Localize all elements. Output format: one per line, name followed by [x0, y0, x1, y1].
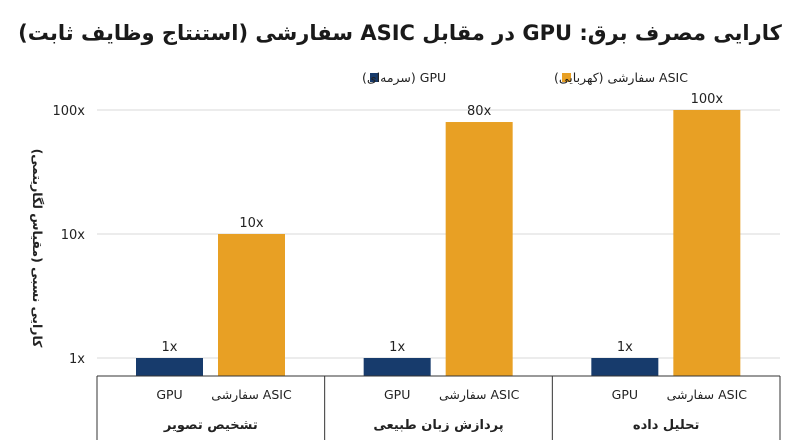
bar-asic [218, 234, 285, 376]
data-label: 1x [162, 340, 178, 355]
x-axis: GPU ASIC سفارشی تشخیص تصویر GPU ASIC سفارشی پ… [96, 375, 781, 440]
chart-title: کارایی مصرف برق: GPU در مقابل ASIC سفارش… [18, 21, 782, 46]
legend-label: ASIC سفارشی (کهربایی) [554, 70, 688, 86]
y-tick-label: 10x [61, 228, 86, 243]
data-label: 1x [617, 340, 633, 355]
data-label: 10x [239, 216, 264, 231]
bar-asic [673, 110, 741, 376]
y-axis-ticks: 1x 10x 100x [52, 104, 85, 367]
y-tick-label: 1x [69, 352, 85, 367]
x-category-label: ASIC سفارشی [439, 387, 520, 403]
data-label: 1x [389, 340, 405, 355]
x-category-label: ASIC سفارشی [667, 387, 748, 403]
data-label: 100x [691, 92, 724, 107]
y-tick-label: 100x [52, 104, 85, 119]
data-label: 80x [467, 104, 492, 119]
x-category-label: GPU [612, 387, 638, 402]
bar-gpu [591, 358, 659, 376]
legend-label: GPU (سرمه‌ای) [362, 70, 446, 86]
data-labels: 1x 10x 1x 80x 1x 100x [162, 92, 724, 355]
x-group-label: تحلیل داده [633, 418, 699, 433]
x-group-label: پردازش زبان طبیعی [373, 418, 503, 433]
legend: GPU (سرمه‌ای) ASIC سفارشی (کهربایی) [362, 70, 688, 86]
bar-gpu [136, 358, 203, 376]
x-category-label: GPU [384, 387, 410, 402]
bar-gpu [363, 358, 431, 376]
x-group-label: تشخیص تصویر [163, 418, 258, 433]
x-category-label: GPU [156, 387, 182, 402]
x-category-label: ASIC سفارشی [211, 387, 292, 403]
legend-swatch [562, 73, 571, 82]
legend-swatch [370, 73, 379, 82]
gridlines [97, 109, 780, 359]
bar-asic [445, 122, 513, 376]
y-axis-label: کارایی نسبی (مقیاس لگاریتمی) [30, 149, 45, 349]
bars [136, 110, 741, 376]
